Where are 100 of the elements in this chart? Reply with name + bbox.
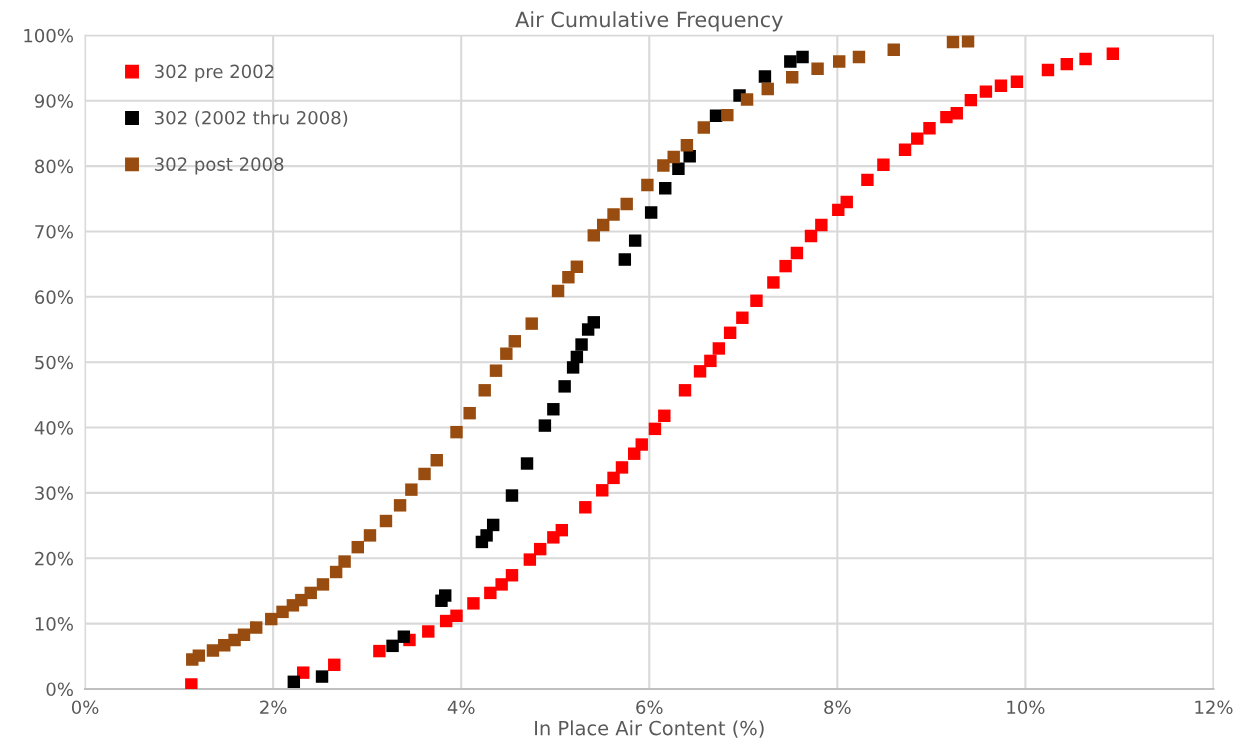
point: [620, 197, 633, 211]
point: [923, 121, 936, 135]
point: [750, 294, 763, 307]
point: [804, 229, 818, 243]
point: [562, 271, 575, 284]
point: [898, 143, 912, 156]
y-tick-label: 20%: [35, 551, 73, 566]
point: [683, 150, 696, 163]
point: [790, 246, 804, 260]
point: [667, 150, 680, 164]
point: [644, 206, 658, 219]
point: [439, 589, 452, 602]
point: [397, 630, 411, 643]
point: [295, 593, 308, 607]
point: [877, 158, 890, 172]
point: [618, 253, 632, 266]
point: [761, 82, 774, 96]
point: [328, 658, 341, 672]
point: [575, 338, 588, 351]
point: [678, 384, 692, 397]
legend-label: 302 pre 2002: [155, 64, 274, 82]
point: [520, 457, 534, 470]
point: [840, 195, 853, 209]
point: [185, 678, 198, 689]
point: [551, 284, 565, 298]
point: [422, 625, 435, 638]
point: [508, 335, 522, 348]
point: [316, 578, 330, 591]
point: [979, 85, 993, 98]
point: [1010, 75, 1024, 89]
point: [693, 365, 707, 378]
x-tick-label: 4%: [447, 700, 475, 715]
point: [635, 438, 648, 451]
point: [297, 666, 310, 679]
point: [276, 605, 289, 619]
point: [484, 586, 497, 600]
x-tick-label: 12%: [1195, 700, 1233, 715]
point: [505, 569, 519, 582]
point: [525, 317, 538, 330]
point: [192, 649, 206, 662]
point: [570, 260, 584, 273]
point: [587, 316, 600, 329]
point: [250, 621, 263, 634]
point: [648, 422, 662, 436]
x-axis-title: In Place Air Content (%): [535, 720, 764, 738]
point: [450, 609, 463, 622]
point: [379, 514, 393, 528]
point: [363, 529, 377, 542]
y-tick-label: 50%: [35, 355, 73, 370]
point: [852, 50, 866, 64]
point: [615, 461, 629, 474]
point: [450, 425, 463, 439]
point: [430, 454, 443, 467]
point: [950, 106, 963, 120]
point: [555, 523, 569, 537]
point: [887, 43, 900, 56]
point: [467, 597, 480, 610]
point: [587, 229, 600, 242]
point: [697, 121, 711, 134]
point: [533, 542, 547, 556]
legend-label: 302 (2002 thru 2008): [155, 110, 348, 127]
point: [740, 93, 754, 106]
point: [680, 138, 694, 152]
point: [596, 218, 610, 232]
x-tick-label: 6%: [636, 700, 663, 715]
point: [547, 403, 560, 416]
point: [386, 639, 399, 653]
point: [1041, 63, 1055, 77]
y-tick-label: 10%: [35, 617, 73, 631]
point: [418, 467, 431, 481]
y-tick-label: 70%: [35, 224, 73, 239]
point: [796, 50, 809, 64]
point: [767, 276, 780, 289]
point: [315, 670, 329, 683]
point: [304, 586, 317, 600]
y-tick-label: 60%: [35, 290, 73, 304]
point: [351, 540, 364, 554]
point: [523, 553, 537, 566]
point: [393, 499, 407, 512]
point: [833, 55, 846, 68]
point: [1060, 57, 1073, 71]
point: [785, 71, 799, 84]
point: [736, 311, 749, 324]
point: [657, 159, 670, 172]
point: [704, 354, 717, 368]
y-tick-label: 100%: [24, 28, 73, 43]
y-tick-label: 80%: [35, 159, 73, 174]
point: [712, 342, 726, 355]
point: [237, 628, 251, 641]
chart-title: Air Cumulative Frequency: [515, 11, 783, 32]
point: [287, 675, 301, 689]
point: [405, 483, 418, 496]
y-tick-label: 30%: [35, 486, 73, 501]
x-tick-label: 10%: [1007, 700, 1045, 715]
point: [607, 208, 620, 221]
point: [811, 62, 824, 75]
point: [596, 484, 609, 497]
point: [946, 35, 960, 49]
point: [911, 132, 924, 145]
point: [338, 555, 351, 568]
